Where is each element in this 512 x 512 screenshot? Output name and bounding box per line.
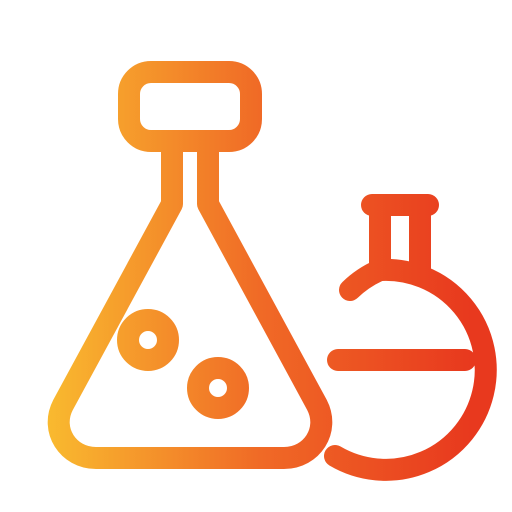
bubble-icon	[128, 320, 168, 360]
bubble-icon	[198, 368, 238, 408]
erlenmeyer-flask	[59, 72, 322, 458]
chemistry-flasks-icon	[0, 0, 512, 512]
round-flask	[335, 205, 486, 470]
